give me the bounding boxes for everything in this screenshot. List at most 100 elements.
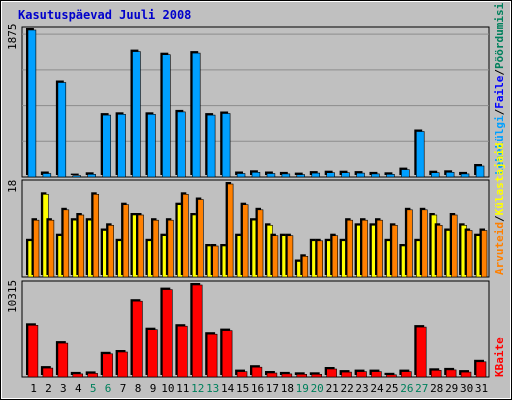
kbytes-bar-day-18 xyxy=(281,373,293,378)
kbytes-bar-day-11 xyxy=(177,325,188,378)
top-bar-day-28 xyxy=(430,172,440,178)
top-bar-day-11 xyxy=(177,111,186,178)
top-bar-day-25-shadow xyxy=(384,172,393,175)
x-label-day-5: 5 xyxy=(90,382,97,395)
kbytes-bar-day-7 xyxy=(117,351,128,378)
top-bar-day-20 xyxy=(311,172,320,178)
top-bar-day-18 xyxy=(281,173,291,178)
top-bar-day-2 xyxy=(42,173,52,178)
visits-bar-day-30 xyxy=(466,230,473,278)
visits-bar-day-13 xyxy=(212,245,219,278)
legend-files: Faile xyxy=(493,75,506,108)
kbytes-bar-day-10 xyxy=(162,289,173,378)
kbytes-bar-day-22 xyxy=(341,371,352,378)
visits-bar-day-21 xyxy=(331,235,339,278)
x-label-day-15: 15 xyxy=(236,382,249,395)
x-label-day-12: 12 xyxy=(191,382,204,395)
kbytes-bar-day-30 xyxy=(460,371,472,378)
top-bar-day-8 xyxy=(132,51,141,178)
x-label-day-28: 28 xyxy=(430,382,443,395)
y-axis-labels: 1875 18 10315 xyxy=(6,24,19,314)
visits-bar-day-28 xyxy=(436,225,443,278)
kbytes-bar-day-19-shadow xyxy=(294,372,305,375)
kbytes-bar-day-26 xyxy=(401,371,412,378)
visits-bar-day-12 xyxy=(197,199,204,278)
visits-bar-day-9 xyxy=(152,219,159,278)
top-bar-day-30 xyxy=(460,173,470,178)
top-bar-day-9 xyxy=(147,114,156,178)
kbytes-bar-day-29 xyxy=(445,369,457,378)
x-label-day-27: 27 xyxy=(415,382,428,395)
kbytes-bar-day-25-shadow xyxy=(384,372,395,375)
kbytes-bar-day-5 xyxy=(87,373,98,378)
panel-top-frame xyxy=(21,26,490,178)
top-bar-day-14 xyxy=(221,113,231,178)
x-label-day-31: 31 xyxy=(475,382,488,395)
visits-bar-day-25 xyxy=(391,225,398,278)
legend-separator-1: / xyxy=(493,108,506,115)
kbytes-bar-day-27 xyxy=(415,326,427,378)
x-label-day-13: 13 xyxy=(206,382,219,395)
x-label-day-8: 8 xyxy=(135,382,142,395)
top-bar-day-16 xyxy=(251,172,261,178)
bottom-panel-max-label: 10315 xyxy=(6,280,19,313)
visits-bar-day-3 xyxy=(62,209,70,278)
visits-bar-day-18 xyxy=(287,235,294,278)
x-label-day-17: 17 xyxy=(266,382,279,395)
visits-bar-day-2 xyxy=(48,219,55,278)
kbytes-bar-day-8 xyxy=(132,300,143,378)
x-label-day-2: 2 xyxy=(45,382,52,395)
legend-kbytes: KBaite xyxy=(493,337,506,377)
visits-bar-day-20 xyxy=(316,240,324,278)
visits-bar-day-29 xyxy=(451,214,458,278)
top-bar-day-26 xyxy=(401,169,410,178)
x-label-day-19: 19 xyxy=(296,382,309,395)
x-label-day-4: 4 xyxy=(75,382,82,395)
top-bar-day-31 xyxy=(475,165,485,178)
kbytes-bar-day-9 xyxy=(147,329,158,378)
top-bar-day-3 xyxy=(57,82,67,178)
top-bar-day-24 xyxy=(371,173,380,178)
kbytes-bar-day-1 xyxy=(27,324,39,378)
legend-separator-3: / xyxy=(493,215,506,222)
visits-bar-day-22 xyxy=(346,219,353,278)
kbytes-bar-day-28 xyxy=(430,369,442,378)
top-bar-day-17 xyxy=(266,173,276,178)
kbytes-bar-day-2 xyxy=(42,367,54,378)
top-bar-day-7 xyxy=(117,114,126,178)
visits-bar-day-23 xyxy=(361,219,368,278)
x-label-day-30: 30 xyxy=(460,382,473,395)
kbytes-bar-day-4-shadow xyxy=(70,371,81,375)
x-label-day-23: 23 xyxy=(355,382,368,395)
x-label-day-18: 18 xyxy=(281,382,294,395)
top-bar-day-1 xyxy=(27,29,37,178)
kbytes-bar-day-25 xyxy=(386,374,397,378)
svg-text:Lehekülgi/Faile/Pöördumisi: Lehekülgi/Faile/Pöördumisi xyxy=(493,2,506,175)
legend-separator-2: / xyxy=(493,69,506,76)
visits-bar-day-5 xyxy=(92,194,99,278)
x-label-day-16: 16 xyxy=(251,382,264,395)
top-bar-day-10 xyxy=(162,54,171,178)
legend-sites: Külastajaid xyxy=(493,143,506,216)
kbytes-bar-day-3 xyxy=(57,342,69,378)
x-label-day-21: 21 xyxy=(326,382,339,395)
x-label-day-22: 22 xyxy=(340,382,353,395)
visits-bar-day-1 xyxy=(33,219,40,278)
visits-bar-day-27 xyxy=(421,209,428,278)
kbytes-bar-day-24 xyxy=(371,371,382,378)
x-label-day-1: 1 xyxy=(30,382,37,395)
chart-title: Kasutuspäevad Juuli 2008 xyxy=(18,8,191,22)
kbytes-bar-day-19 xyxy=(296,373,307,378)
top-bar-day-22 xyxy=(341,172,350,178)
kbytes-bar-day-15 xyxy=(236,371,248,378)
panel-bottom-frame xyxy=(21,280,490,378)
bottom-legend: KBaite xyxy=(493,337,506,377)
top-bar-day-27 xyxy=(415,131,425,178)
x-label-day-11: 11 xyxy=(176,382,189,395)
chart-bars xyxy=(26,28,488,378)
kbytes-bar-day-12 xyxy=(192,284,203,378)
kbytes-bar-day-17 xyxy=(266,372,278,378)
x-label-day-26: 26 xyxy=(400,382,413,395)
kbytes-bar-day-20 xyxy=(311,373,322,378)
